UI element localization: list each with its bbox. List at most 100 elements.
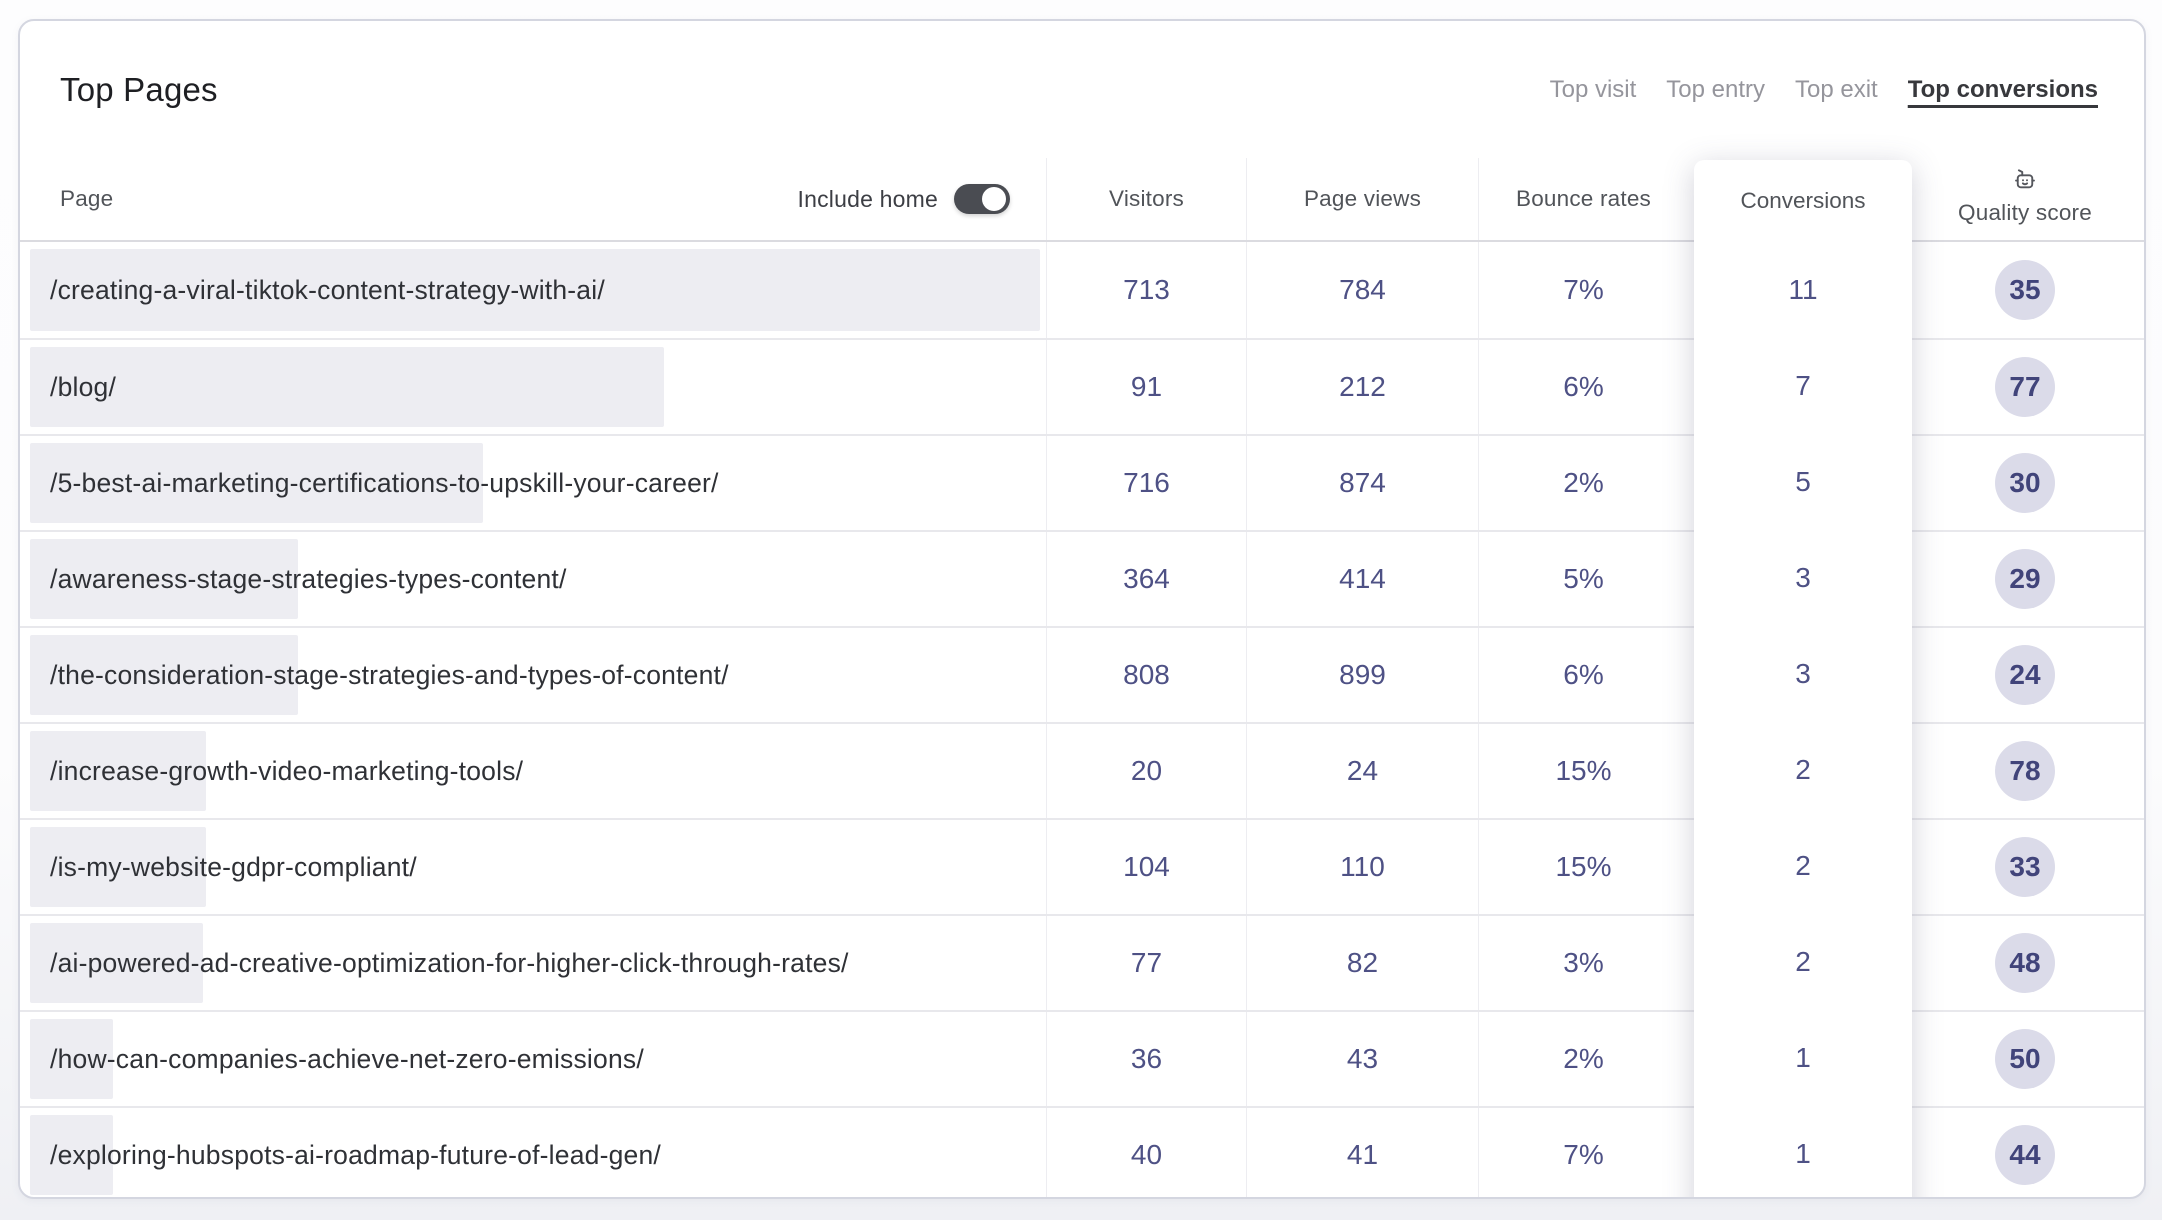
quality-badge: 30 [1995, 453, 2055, 513]
column-header-bounce-rates: Bounce rates [1478, 158, 1688, 240]
table-row[interactable]: /the-consideration-stage-strategies-and-… [20, 626, 2144, 722]
page-bar [30, 249, 1040, 331]
page-cell: /the-consideration-stage-strategies-and-… [20, 628, 1046, 722]
page-views-cell: 24 [1246, 724, 1478, 818]
table-row[interactable]: /blog/ 91 212 6% 77 [20, 338, 2144, 434]
column-header-quality-score-label: Quality score [1958, 200, 2092, 225]
table-body: /creating-a-viral-tiktok-content-strateg… [20, 242, 2144, 1197]
table-row[interactable]: /is-my-website-gdpr-compliant/ 104 110 1… [20, 818, 2144, 914]
page-bar [30, 731, 206, 811]
tab-top-entry[interactable]: Top entry [1666, 75, 1766, 103]
bounce-cell: 7% [1478, 242, 1688, 338]
tab-top-visit[interactable]: Top visit [1549, 75, 1637, 103]
include-home-label: Include home [797, 185, 938, 212]
visitors-cell: 91 [1046, 340, 1246, 434]
page-cell-label: /ai-powered-ad-creative-optimization-for… [50, 947, 849, 978]
toggle-knob [982, 187, 1006, 211]
bounce-cell: 3% [1478, 916, 1688, 1010]
page-cell-label: /increase-growth-video-marketing-tools/ [50, 755, 524, 786]
table-row[interactable]: /how-can-companies-achieve-net-zero-emis… [20, 1010, 2144, 1106]
quality-badge: 78 [1995, 741, 2055, 801]
quality-cell: 50 [1906, 1012, 2144, 1106]
page-bar [30, 635, 298, 715]
quality-badge: 77 [1995, 357, 2055, 417]
quality-cell: 48 [1906, 916, 2144, 1010]
conversions-cell: 1 [1795, 1138, 1811, 1169]
column-header-conversions: Conversions [1740, 188, 1866, 213]
table-row[interactable]: /ai-powered-ad-creative-optimization-for… [20, 914, 2144, 1010]
conversions-cell: 1 [1795, 1042, 1811, 1073]
page-bar [30, 539, 298, 619]
page-bar [30, 1115, 113, 1195]
quality-badge: 33 [1995, 837, 2055, 897]
page-cell-label: /creating-a-viral-tiktok-content-strateg… [50, 274, 605, 305]
page-cell: /increase-growth-video-marketing-tools/ [20, 724, 1046, 818]
visitors-cell: 77 [1046, 916, 1246, 1010]
bounce-cell: 15% [1478, 820, 1688, 914]
visitors-cell: 716 [1046, 436, 1246, 530]
quality-badge: 35 [1995, 260, 2055, 320]
conversions-cell: 5 [1795, 466, 1811, 497]
page-views-cell: 874 [1246, 436, 1478, 530]
page-cell-label: /exploring-hubspots-ai-roadmap-future-of… [50, 1139, 661, 1170]
page-bar [30, 443, 483, 523]
page-cell-label: /blog/ [50, 371, 117, 402]
conversions-cell: 2 [1795, 946, 1811, 977]
table-row[interactable]: /awareness-stage-strategies-types-conten… [20, 530, 2144, 626]
quality-cell: 30 [1906, 436, 2144, 530]
tab-top-exit[interactable]: Top exit [1795, 75, 1878, 103]
quality-cell: 24 [1906, 628, 2144, 722]
tab-bar: Top visit Top entry Top exit Top convers… [1550, 76, 2098, 104]
page-cell-label: /is-my-website-gdpr-compliant/ [50, 851, 417, 882]
conversions-cell: 2 [1795, 850, 1811, 881]
quality-badge: 24 [1995, 645, 2055, 705]
include-home-toggle[interactable] [954, 184, 1010, 214]
visitors-cell: 713 [1046, 242, 1246, 338]
table-row[interactable]: /exploring-hubspots-ai-roadmap-future-of… [20, 1106, 2144, 1197]
quality-cell: 77 [1906, 340, 2144, 434]
visitors-cell: 364 [1046, 532, 1246, 626]
page-views-cell: 212 [1246, 340, 1478, 434]
page-views-cell: 43 [1246, 1012, 1478, 1106]
table-row[interactable]: /increase-growth-video-marketing-tools/ … [20, 722, 2144, 818]
page-views-cell: 414 [1246, 532, 1478, 626]
page-title: Top Pages [60, 70, 218, 108]
page-views-cell: 41 [1246, 1108, 1478, 1197]
visitors-cell: 20 [1046, 724, 1246, 818]
column-header-page-label: Page [60, 186, 114, 211]
column-header-page-views: Page views [1246, 158, 1478, 240]
card-header: Top Pages Top visit Top entry Top exit T… [20, 21, 2144, 158]
column-header-quality-score: Quality score [1906, 158, 2144, 240]
page-views-cell: 110 [1246, 820, 1478, 914]
column-header-page: Page Include home [20, 158, 1046, 240]
table-header: Page Include home Visitors Page views Bo… [20, 158, 2144, 242]
bounce-cell: 6% [1478, 340, 1688, 434]
page-cell-label: /the-consideration-stage-strategies-and-… [50, 659, 729, 690]
include-home-control: Include home [797, 184, 1010, 214]
quality-cell: 29 [1906, 532, 2144, 626]
bounce-cell: 6% [1478, 628, 1688, 722]
conversions-cell: 7 [1795, 370, 1811, 401]
page-cell-label: /5-best-ai-marketing-certifications-to-u… [50, 467, 719, 498]
page-cell: /creating-a-viral-tiktok-content-strateg… [20, 242, 1046, 338]
visitors-cell: 36 [1046, 1012, 1246, 1106]
quality-cell: 35 [1906, 242, 2144, 338]
table-row[interactable]: /creating-a-viral-tiktok-content-strateg… [20, 242, 2144, 338]
page-views-cell: 82 [1246, 916, 1478, 1010]
conversions-cell: 3 [1795, 562, 1811, 593]
page-cell: /exploring-hubspots-ai-roadmap-future-of… [20, 1108, 1046, 1197]
quality-cell: 33 [1906, 820, 2144, 914]
visitors-cell: 808 [1046, 628, 1246, 722]
conversions-column-panel: Conversions 11 7 5 3 3 2 2 2 1 1 [1694, 160, 1912, 1197]
table-row[interactable]: /5-best-ai-marketing-certifications-to-u… [20, 434, 2144, 530]
page-cell-label: /awareness-stage-strategies-types-conten… [50, 563, 567, 594]
quality-badge: 50 [1995, 1029, 2055, 1089]
page-bar [30, 1019, 113, 1099]
column-header-visitors: Visitors [1046, 158, 1246, 240]
page-bar [30, 923, 203, 1003]
quality-cell: 44 [1906, 1108, 2144, 1197]
visitors-cell: 40 [1046, 1108, 1246, 1197]
bounce-cell: 5% [1478, 532, 1688, 626]
tab-top-conversions[interactable]: Top conversions [1907, 75, 2098, 103]
